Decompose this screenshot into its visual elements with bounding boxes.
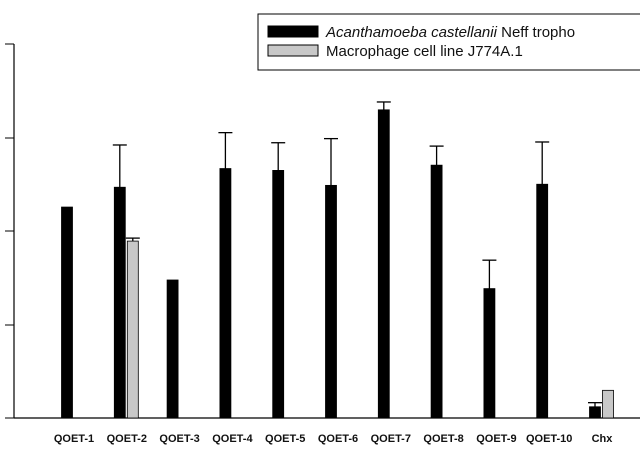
bar-series-1-chx — [589, 406, 601, 419]
bar-series-1-qoet-9 — [483, 288, 496, 419]
legend-label-series-2: Macrophage cell line J774A.1 — [326, 43, 523, 60]
bar-series-1-qoet-10 — [536, 183, 549, 419]
legend: Acanthamoeba castellanii Neff tropho Mac… — [257, 13, 640, 71]
x-tick-label: QOET-4 — [212, 433, 253, 445]
bar-series-1-qoet-6 — [325, 184, 337, 419]
legend-swatch-series-1 — [267, 25, 319, 38]
x-tick-label: QOET-6 — [318, 433, 358, 445]
y-axis — [5, 43, 15, 419]
bars-group — [61, 101, 614, 419]
x-tick-label: QOET-8 — [423, 433, 463, 445]
legend-label-series-1: Acanthamoeba castellanii Neff tropho — [325, 24, 575, 41]
x-tick-label: QOET-1 — [54, 433, 94, 445]
bar-series-1-qoet-1 — [61, 206, 73, 419]
x-tick-label: Chx — [592, 433, 614, 445]
x-tick-label: QOET-3 — [159, 433, 199, 445]
x-tick-label: QOET-7 — [371, 433, 411, 445]
bar-series-1-qoet-2 — [113, 186, 126, 419]
x-tick-label: QOET-9 — [476, 433, 516, 445]
x-tick-label: QOET-10 — [526, 433, 572, 445]
bar-series-2-chx — [602, 389, 614, 419]
x-tick-label: QOET-2 — [107, 433, 147, 445]
legend-swatch-series-2 — [267, 44, 319, 57]
x-tick-label: QOET-5 — [265, 433, 305, 445]
x-tick-labels: QOET-1 QOET-2 QOET-3 QOET-4 QOET-5 QOET-6 QOET… — [54, 433, 613, 445]
bar-series-1-qoet-4 — [219, 168, 232, 419]
bar-series-1-qoet-5 — [272, 170, 285, 419]
bar-series-1-qoet-8 — [430, 164, 443, 419]
legend-box — [257, 13, 640, 71]
bar-series-2-qoet-2 — [126, 240, 139, 419]
bar-series-1-qoet-7 — [377, 109, 390, 419]
bar-series-1-qoet-3 — [166, 279, 179, 419]
